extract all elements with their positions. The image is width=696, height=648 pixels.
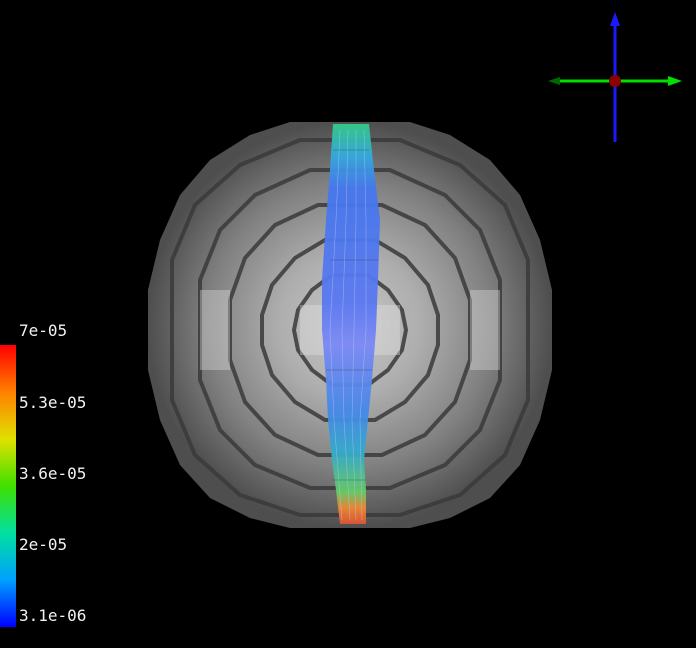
z-axis-origin bbox=[609, 75, 621, 87]
orientation-axes-widget[interactable] bbox=[548, 12, 682, 142]
legend-label-lower: 2e-05 bbox=[19, 535, 68, 554]
x-axis-arrow-icon bbox=[668, 76, 682, 86]
legend-label-upper: 5.3e-05 bbox=[19, 393, 87, 412]
legend-label-min: 3.1e-06 bbox=[19, 606, 87, 625]
legend-label-mid: 3.6e-05 bbox=[19, 464, 87, 483]
legend-label-max: 7e-05 bbox=[19, 321, 68, 340]
y-axis-arrow-icon bbox=[610, 12, 620, 26]
x-axis-neg-arrow-icon bbox=[548, 77, 560, 85]
color-legend-bar bbox=[0, 345, 16, 627]
streamtube-bundle bbox=[322, 124, 380, 524]
